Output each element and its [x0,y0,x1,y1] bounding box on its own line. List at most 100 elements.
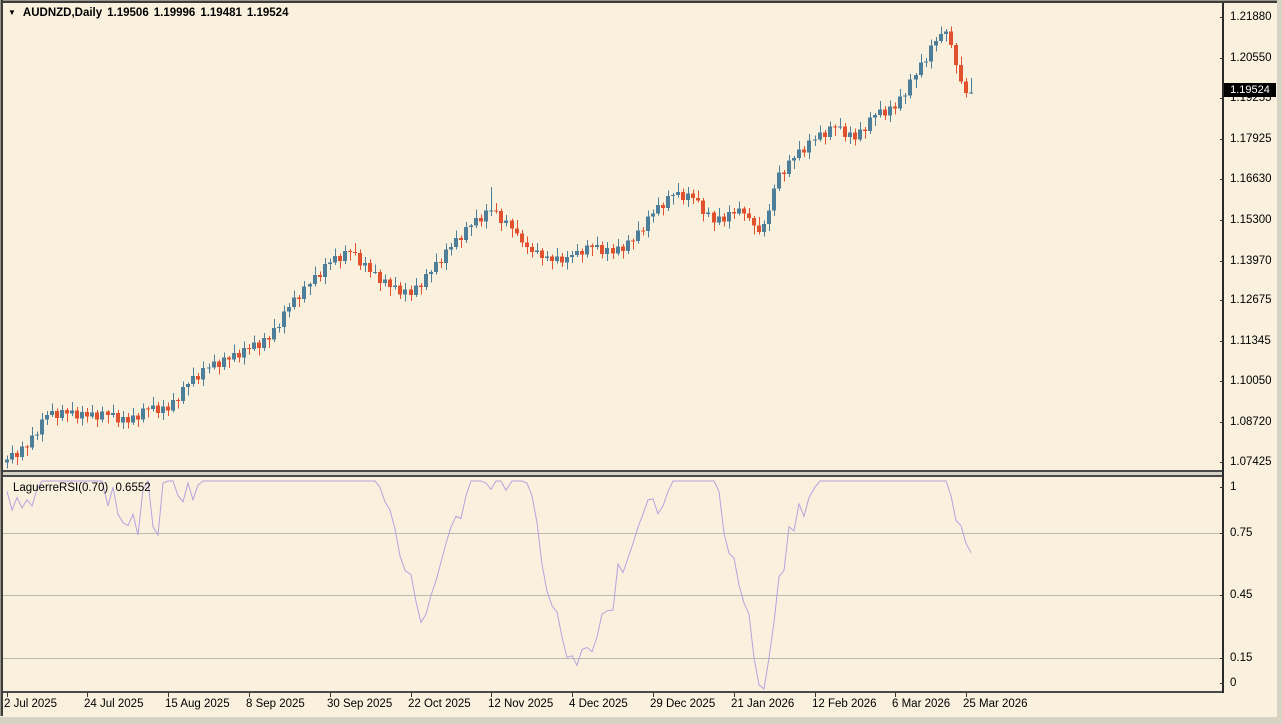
candle-body [474,217,478,226]
candle-body [212,361,216,368]
candle-wick [310,282,311,295]
candle-body [762,224,766,232]
time-tick [411,693,412,697]
price-tick [1220,422,1224,423]
candle-body [510,220,514,229]
time-tick [249,693,250,697]
candle-body [525,242,529,248]
price-tick [1220,58,1224,59]
candle-body [287,307,291,312]
candle-wick [875,112,876,126]
candle-body [777,172,781,189]
price-axis-label: 1.13970 [1230,255,1272,267]
candle-body [368,263,372,272]
candle-body [333,256,337,263]
price-axis-label: 1.15300 [1230,214,1272,226]
candle-body [15,452,19,458]
candle-body [752,217,756,226]
candle-body [671,194,675,196]
candle-body [727,211,731,222]
candle-body [863,129,867,131]
candle-wick [739,201,740,216]
candle-body [797,149,801,158]
laguerre-rsi-chart[interactable] [3,477,1222,691]
rsi-indicator-pane[interactable]: LaguerreRSI(0.70) 0.6552 [3,477,1222,691]
candle-body [656,205,660,214]
frame-top-light [0,0,1282,1]
candle-wick [279,323,280,333]
candle-wick [113,404,114,418]
candle-body [419,285,423,287]
candle-body [65,410,69,414]
candle-body [196,376,200,380]
price-tick [1220,300,1224,301]
candle-wick [209,363,210,374]
main-chart-pane[interactable] [3,3,1222,470]
candle-body [504,220,508,224]
candle-body [232,353,236,360]
rsi-axis-label: 1 [1230,481,1237,493]
candle-body [595,245,599,248]
symbol-period-label: AUDNZD,Daily [22,7,103,19]
candle-body [616,246,620,254]
candle-body [848,132,852,137]
candle-body [706,212,710,214]
candle-body [90,412,94,417]
time-axis[interactable]: 2 Jul 2025 24 Jul 2025 15 Aug 2025 8 Sep 20… [0,693,1276,717]
frame-top-border [0,1,1282,3]
candle-wick [744,206,745,222]
candle-body [166,406,170,411]
rsi-tick [1220,595,1224,596]
candle-body [585,245,589,255]
current-price-badge: 1.19524 [1224,83,1276,97]
candle-body [742,208,746,214]
candle-body [388,279,392,288]
price-tick [1220,179,1224,180]
candle-wick [517,220,518,236]
price-tick [1220,341,1224,342]
candle-wick [971,77,972,94]
candle-body [914,74,918,80]
candle-wick [153,396,154,412]
candle-body [353,251,357,254]
candle-body [257,342,261,348]
candle-wick [178,397,179,409]
candle-wick [496,202,497,214]
time-tick [895,693,896,697]
candle-body [5,459,9,463]
candle-body [393,285,397,288]
candle-body [201,367,205,380]
candle-body [398,285,402,295]
candle-body [30,435,34,448]
candle-body [818,132,822,140]
candle-body [40,419,44,435]
candle-body [186,384,190,387]
candlestick-chart[interactable] [3,3,1222,470]
candle-body [161,406,165,414]
price-axis-label: 1.07425 [1230,456,1272,468]
price-axis[interactable]: 1.19524 1.21880 1.20550 1.19255 1.17925 1.16… [1220,0,1276,693]
candle-wick [784,170,785,182]
rsi-tick [1220,683,1224,684]
candle-body [131,415,135,423]
candle-body [833,126,837,128]
candle-body [681,191,685,201]
candle-body [934,40,938,46]
indicator-name: LaguerreRSI(0.70) [13,482,109,494]
quote-expand-arrow-icon[interactable]: ▼ [8,8,16,17]
candle-wick [421,282,422,295]
candle-wick [249,343,250,355]
candle-body [545,256,549,258]
pane-separator[interactable] [0,470,1223,477]
candle-body [181,386,185,401]
price-tick [1220,220,1224,221]
candle-wick [27,444,28,456]
indicator-value: 0.6552 [115,482,151,494]
candle-wick [663,202,664,216]
candle-wick [188,382,189,396]
candle-body [20,446,24,458]
price-tick [1220,139,1224,140]
candle-body [560,256,564,263]
candle-wick [678,183,679,198]
time-axis-label: 8 Sep 2025 [246,698,305,710]
